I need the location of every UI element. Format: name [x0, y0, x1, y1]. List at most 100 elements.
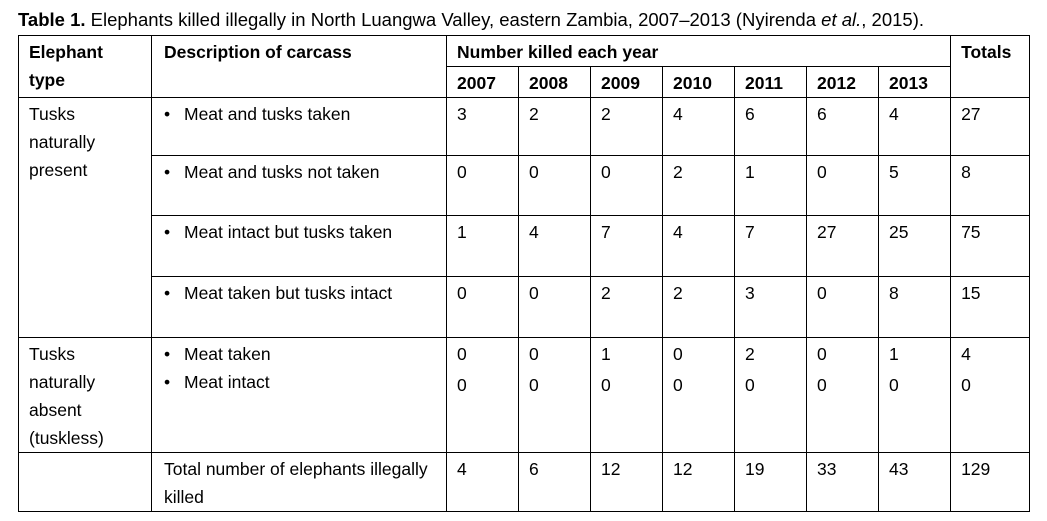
value-cell: 0 [446, 368, 519, 453]
total-cell: 129 [950, 452, 1031, 512]
value-cell: 0 [446, 155, 519, 216]
value-cell: 0 [446, 336, 519, 369]
total-cell: 8 [950, 155, 1031, 216]
value-cell: 7 [590, 215, 663, 277]
value-cell: 7 [734, 215, 807, 277]
value-cell: 0 [518, 155, 591, 216]
value-cell: 33 [806, 452, 879, 512]
bullet-icon: • [164, 222, 171, 242]
table-row: Tusks naturally present • Meat and tusks … [18, 97, 1031, 338]
value-cell: 0 [518, 368, 591, 453]
header-years-row: 2007 2008 2009 2010 2011 2012 2013 [19, 66, 1031, 98]
value-cell: 2 [734, 336, 807, 369]
value-cell: 1 [734, 155, 807, 216]
value-cell: 0 [662, 368, 735, 453]
bullet-icon: • [164, 283, 171, 303]
row-description-text: Meat taken but tusks intact [184, 283, 393, 303]
total-cell: 15 [950, 276, 1031, 338]
header-year: 2008 [518, 66, 591, 98]
value-cell: 4 [662, 215, 735, 277]
value-cell: 43 [877, 452, 952, 512]
header-description: Description of carcass [151, 35, 447, 98]
value-cell: 4 [877, 97, 952, 156]
header-totals-blank [950, 66, 1031, 98]
bullet-icon: • [164, 344, 171, 364]
row-description: • Meat taken • Meat intact [151, 337, 447, 453]
value-cell: 4 [662, 97, 735, 156]
header-row: Elephant type Description of carcass Num… [18, 35, 1031, 98]
value-cell: 4 [446, 452, 519, 512]
row-description-text: Meat and tusks taken [184, 104, 351, 124]
header-year: 2011 [734, 66, 807, 98]
caption-text-end: , 2015). [861, 9, 925, 30]
value-cell: 0 [734, 368, 807, 453]
row-description-text: Meat intact but tusks taken [184, 222, 393, 242]
value-cell: 12 [590, 452, 663, 512]
table-row: • Meat and tusks not taken 0 0 0 2 1 0 5 … [19, 155, 1031, 216]
row-description-item: • Meat taken [164, 340, 438, 368]
value-cell: 1 [877, 336, 952, 369]
value-cell: 4 [518, 215, 591, 277]
total-row-label: Total number of elephants illegally kill… [151, 452, 447, 512]
row-description-text: Meat and tusks not taken [184, 162, 380, 182]
group-tusks-present: Tusks naturally present [18, 97, 152, 338]
caption-text: Elephants killed illegally in North Luan… [90, 9, 822, 30]
value-cell: 2 [662, 155, 735, 216]
total-row: Total number of elephants illegally kill… [18, 452, 1031, 512]
row-description: • Meat and tusks not taken [151, 155, 447, 216]
header-year: 2007 [446, 66, 519, 98]
value-cell: 12 [662, 452, 735, 512]
value-cell: 6 [806, 97, 879, 156]
header-totals: Totals [950, 35, 1031, 67]
value-cell: 2 [518, 97, 591, 156]
header-elephant-type: Elephant type [18, 35, 152, 98]
value-cell: 0 [590, 368, 663, 453]
header-number-killed: Number killed each year [445, 35, 952, 67]
value-cell: 0 [590, 155, 663, 216]
row-description: • Meat intact but tusks taken [151, 215, 447, 277]
value-cell: 2 [590, 97, 663, 156]
header-year: 2012 [806, 66, 879, 98]
table-row: • Meat taken but tusks intact 0 0 2 2 3 0… [19, 276, 1031, 338]
total-cell: 27 [950, 97, 1031, 156]
row-description-text: Meat taken [184, 344, 271, 364]
total-cell: 0 [950, 368, 1031, 453]
value-cell: 0 [806, 276, 879, 338]
bullet-icon: • [164, 162, 171, 182]
bullet-icon: • [164, 372, 171, 392]
value-cell: 0 [877, 368, 952, 453]
header-year: 2009 [590, 66, 663, 98]
value-cell: 5 [877, 155, 952, 216]
value-cell: 0 [806, 155, 879, 216]
value-cell: 19 [734, 452, 807, 512]
total-cell: 75 [950, 215, 1031, 277]
value-cell: 3 [446, 97, 519, 156]
value-cell: 25 [877, 215, 952, 277]
table-caption: Table 1. Elephants killed illegally in N… [18, 7, 924, 33]
total-row-blank [18, 452, 152, 512]
table-row: • Meat intact but tusks taken 1 4 7 4 7 2… [19, 215, 1031, 277]
value-cell: 0 [518, 276, 591, 338]
header-year: 2013 [877, 66, 952, 98]
header-year: 2010 [662, 66, 735, 98]
value-cell: 0 [662, 336, 735, 369]
value-cell: 6 [734, 97, 807, 156]
value-cell: 0 [806, 336, 879, 369]
value-cell: 2 [590, 276, 663, 338]
total-cell: 4 [950, 336, 1031, 369]
value-cell: 0 [518, 336, 591, 369]
value-cell: 27 [806, 215, 879, 277]
value-cell: 2 [662, 276, 735, 338]
value-cell: 1 [446, 215, 519, 277]
value-cell: 6 [518, 452, 591, 512]
caption-italic: et al. [821, 9, 862, 30]
table-row: 0 0 0 0 0 0 0 0 [19, 368, 1031, 453]
value-cell: 0 [446, 276, 519, 338]
value-cell: 8 [877, 276, 952, 338]
value-cell: 3 [734, 276, 807, 338]
row-description: • Meat taken but tusks intact [151, 276, 447, 338]
caption-label: Table 1. [18, 9, 86, 30]
row-description-item: • Meat intact [164, 368, 438, 396]
table-row: Tusks naturally absent (tuskless) • Meat … [18, 336, 1031, 453]
row-description-text: Meat intact [184, 372, 270, 392]
